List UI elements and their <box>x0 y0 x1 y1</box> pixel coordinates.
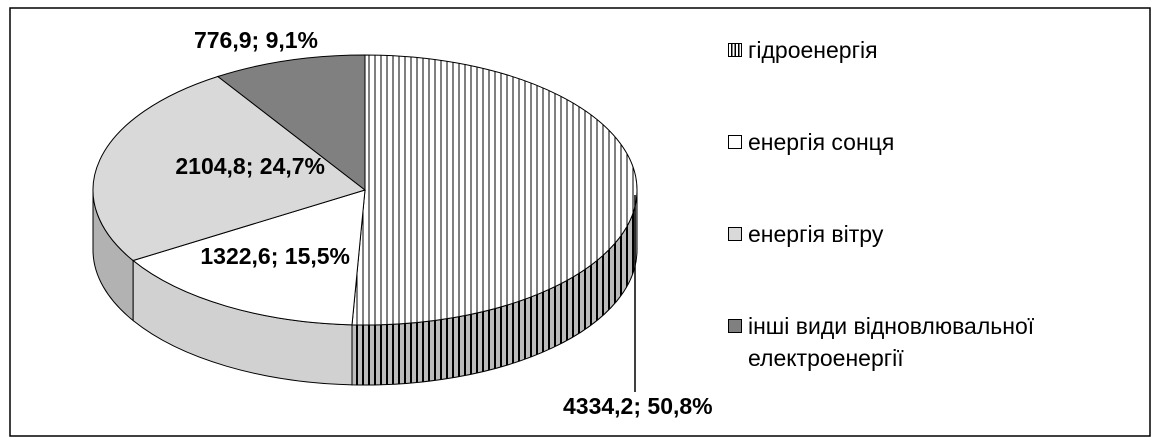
slice <box>92 75 367 262</box>
legend-item: гідроенергія <box>728 34 1148 126</box>
legend-swatch <box>728 135 742 149</box>
pie <box>92 54 638 386</box>
legend-label: інші види відновлювальної електроенергії <box>748 313 1035 371</box>
legend: гідроенергія енергія сонця енергія вітру ін… <box>728 34 1148 402</box>
slice <box>216 54 366 192</box>
data-label: 776,9; 9,1% <box>194 27 318 53</box>
legend-item: енергія сонця <box>728 126 1148 218</box>
data-label: 1322,6; 15,5% <box>200 243 350 269</box>
legend-item: енергія вітру <box>728 218 1148 310</box>
legend-label: енергія вітру <box>748 221 884 247</box>
legend-swatch <box>728 43 742 57</box>
legend-label: гідроенергія <box>748 37 878 63</box>
legend-label: енергія сонця <box>748 129 895 155</box>
legend-swatch <box>728 227 742 241</box>
data-label: 4334,2; 50,8% <box>563 393 713 419</box>
legend-item: інші види відновлювальної електроенергії <box>728 310 1148 402</box>
slice <box>132 189 366 326</box>
slice <box>351 54 638 326</box>
data-label: 2104,8; 24,7% <box>175 153 325 179</box>
legend-swatch <box>728 319 742 333</box>
chart-frame <box>9 7 1151 437</box>
